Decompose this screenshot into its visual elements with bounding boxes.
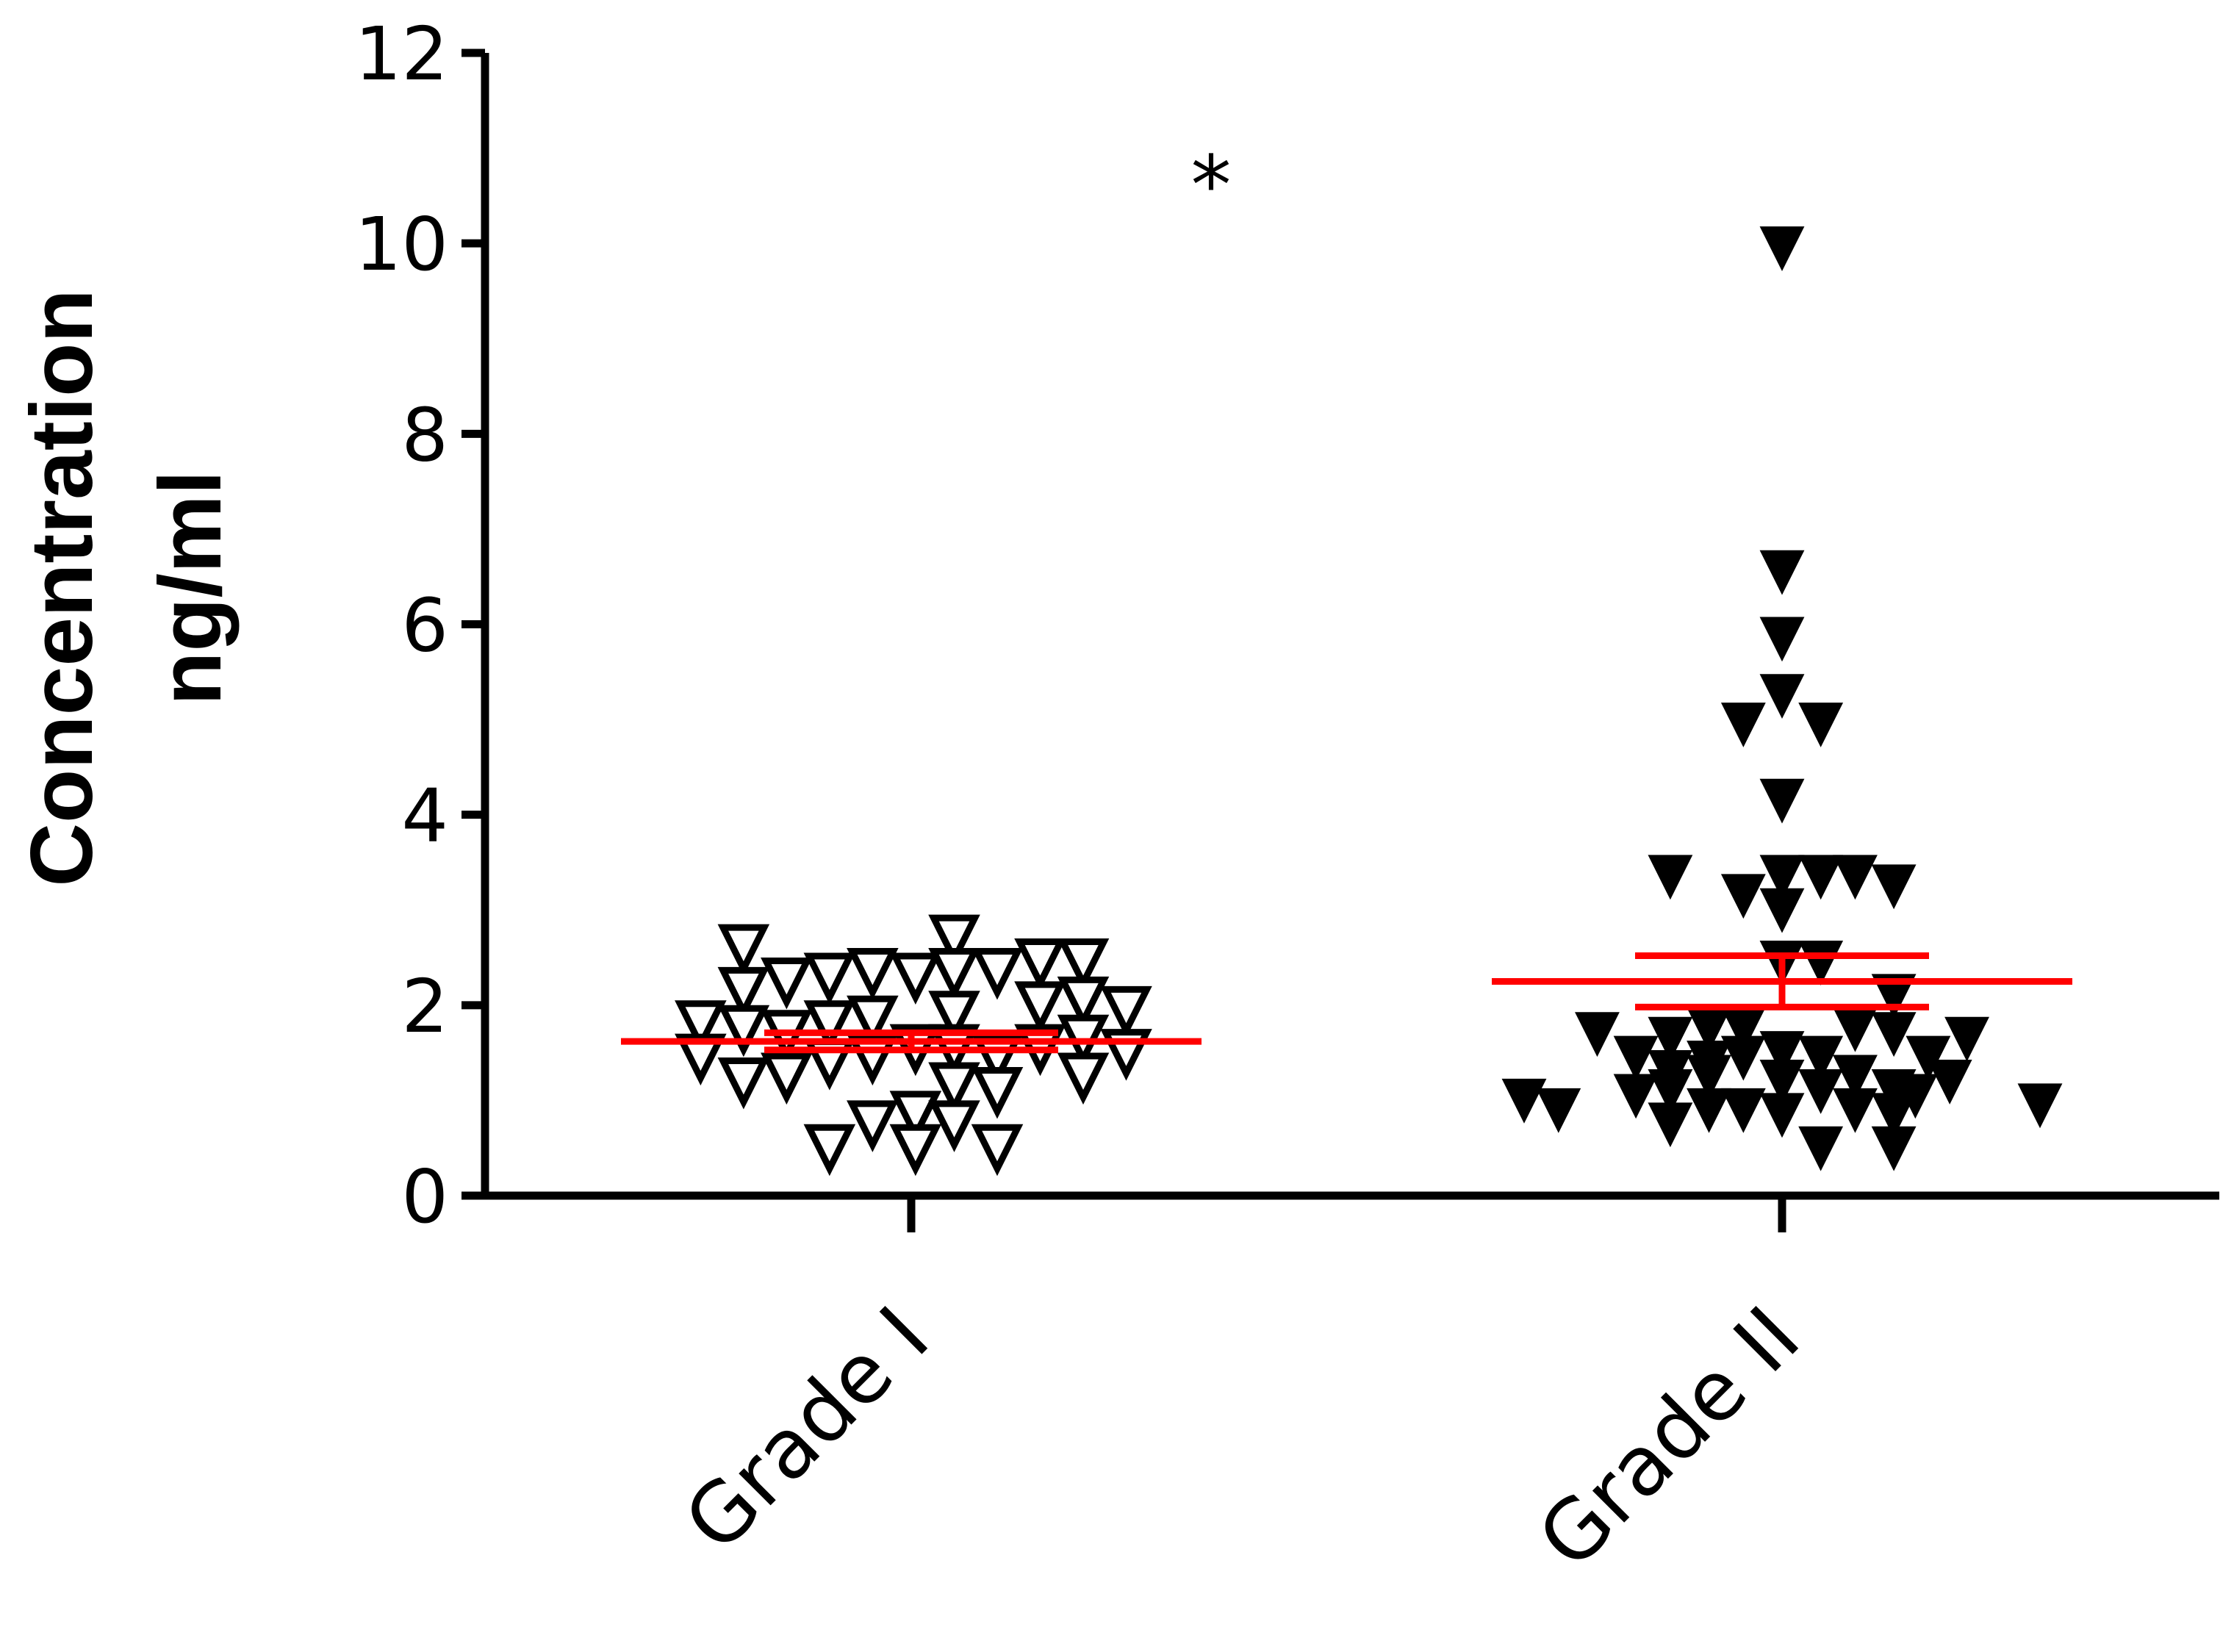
data-point bbox=[1871, 974, 1917, 1019]
data-point bbox=[717, 1057, 770, 1110]
data-point bbox=[1575, 1012, 1620, 1057]
data-point bbox=[675, 1033, 727, 1086]
data-point bbox=[1871, 1126, 1917, 1171]
y-tick-label: 0 bbox=[401, 1154, 448, 1240]
data-point bbox=[928, 947, 980, 1000]
y-tick-label: 4 bbox=[401, 773, 448, 859]
data-point bbox=[1613, 1074, 1659, 1119]
data-point bbox=[1798, 703, 1844, 747]
data-point bbox=[761, 1052, 813, 1105]
data-point bbox=[803, 1124, 856, 1177]
data-point bbox=[928, 1100, 980, 1152]
data-point bbox=[1720, 703, 1766, 747]
data-point bbox=[803, 1000, 856, 1052]
significance-asterisk: * bbox=[1191, 138, 1232, 232]
data-point bbox=[1833, 1055, 1878, 1100]
data-point bbox=[1944, 1016, 1989, 1062]
data-point bbox=[1798, 1126, 1844, 1171]
data-point bbox=[1798, 855, 1844, 900]
data-point bbox=[1759, 778, 1805, 824]
data-point bbox=[847, 1100, 899, 1152]
data-point bbox=[971, 1124, 1024, 1177]
data-point bbox=[1833, 1088, 1878, 1133]
data-point bbox=[1759, 617, 1805, 662]
data-point bbox=[971, 947, 1024, 1000]
data-point bbox=[1759, 226, 1805, 271]
data-point bbox=[1759, 855, 1805, 900]
data-point bbox=[1720, 1088, 1766, 1133]
data-point bbox=[1759, 1031, 1805, 1076]
data-point bbox=[1648, 1016, 1693, 1062]
data-point bbox=[1871, 1012, 1917, 1057]
y-axis-label-line1: Concentration bbox=[12, 289, 111, 886]
data-point bbox=[1759, 674, 1805, 719]
axis-layer: 0 2 4 6 8 10 12 Grade I Grade II bbox=[355, 11, 2219, 1587]
data-point bbox=[847, 947, 899, 1000]
data-point bbox=[1648, 1069, 1693, 1114]
y-tick-label: 12 bbox=[355, 11, 448, 97]
data-point bbox=[1536, 1088, 1581, 1133]
data-point bbox=[675, 1000, 727, 1052]
data-point bbox=[928, 914, 980, 967]
data-point bbox=[1798, 1069, 1844, 1114]
data-point bbox=[1501, 1078, 1547, 1124]
data-point bbox=[1759, 1093, 1805, 1138]
x-category-label: Grade I bbox=[667, 1289, 947, 1570]
data-point bbox=[1720, 874, 1766, 919]
data-point bbox=[1892, 1074, 1938, 1119]
data-point bbox=[1100, 985, 1152, 1038]
data-point bbox=[928, 1062, 980, 1115]
data-point bbox=[1720, 1035, 1766, 1081]
data-point bbox=[761, 957, 813, 1010]
data-point bbox=[1833, 855, 1878, 900]
data-point bbox=[1906, 1035, 1951, 1081]
data-point bbox=[717, 966, 770, 1019]
data-point bbox=[1687, 1055, 1731, 1100]
y-tick-label: 6 bbox=[401, 583, 448, 669]
data-point bbox=[1927, 1060, 1972, 1105]
data-point bbox=[1057, 938, 1110, 991]
data-point bbox=[1871, 864, 1917, 910]
data-point bbox=[889, 952, 942, 1005]
data-point bbox=[803, 952, 856, 1005]
x-category-label: Grade II bbox=[1520, 1289, 1818, 1587]
data-point bbox=[1014, 938, 1066, 991]
data-point bbox=[1057, 976, 1110, 1029]
data-point bbox=[889, 1091, 942, 1143]
data-point bbox=[717, 1005, 770, 1057]
y-tick-label: 8 bbox=[401, 392, 448, 478]
data-point bbox=[971, 1066, 1024, 1119]
data-point bbox=[1014, 981, 1066, 1033]
data-point bbox=[1798, 941, 1844, 985]
data-point bbox=[1687, 1088, 1731, 1133]
data-point bbox=[1871, 1093, 1917, 1138]
y-tick-label: 10 bbox=[355, 201, 448, 287]
data-point bbox=[889, 1124, 942, 1177]
data-point bbox=[1648, 855, 1693, 900]
data-point bbox=[1057, 1052, 1110, 1105]
data-point bbox=[1759, 1060, 1805, 1105]
y-axis-label-line2: ng/ml bbox=[141, 470, 240, 705]
data-point bbox=[1759, 550, 1805, 595]
data-point bbox=[847, 995, 899, 1048]
data-point bbox=[1648, 1102, 1693, 1148]
data-point bbox=[717, 924, 770, 977]
data-point bbox=[928, 991, 980, 1043]
data-point bbox=[1833, 1007, 1878, 1052]
data-point bbox=[1613, 1035, 1659, 1081]
marks-layer bbox=[621, 226, 2072, 1177]
data-point bbox=[2017, 1083, 2063, 1129]
data-point bbox=[1798, 1035, 1844, 1081]
y-tick-label: 2 bbox=[401, 963, 448, 1049]
